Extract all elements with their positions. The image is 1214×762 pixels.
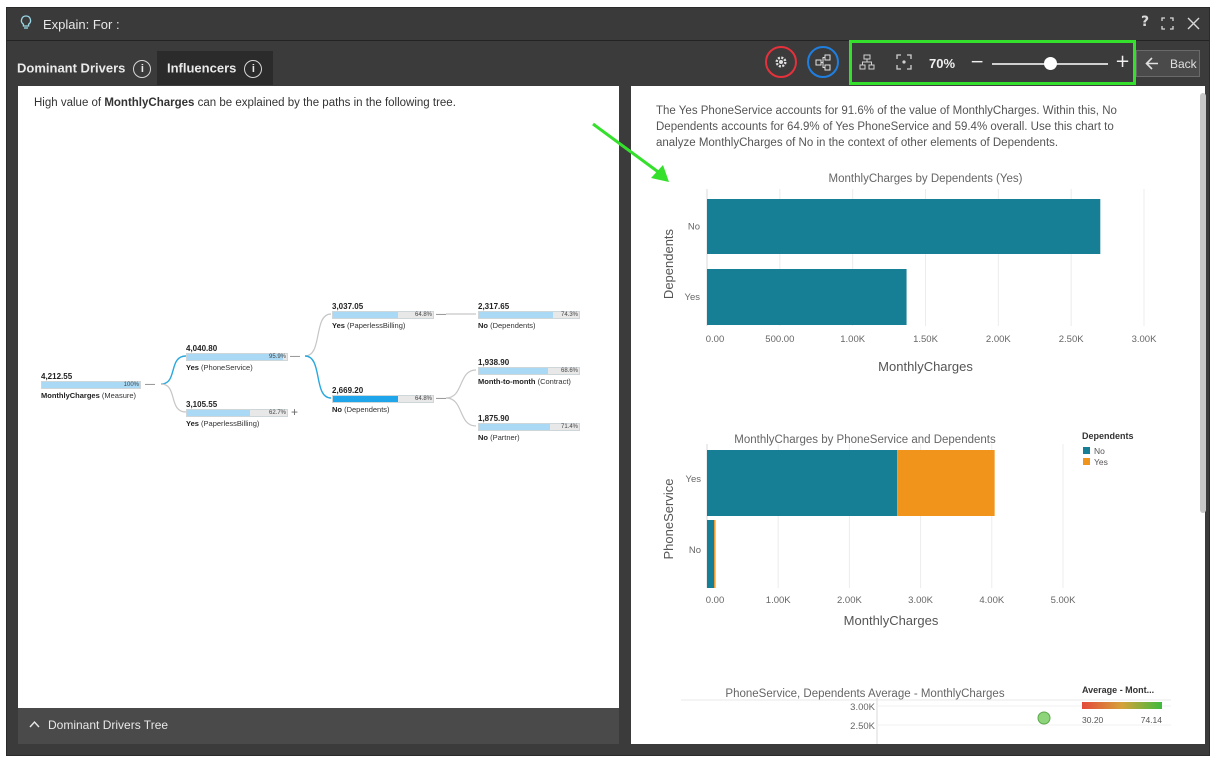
- window-title: Explain: For :: [43, 17, 120, 32]
- legend-max: 74.14: [1141, 715, 1163, 725]
- info-icon[interactable]: i: [133, 60, 152, 78]
- tree-node-contract-month[interactable]: 1,938.90 68.6% Month-to-month (Contract): [478, 358, 580, 386]
- legend-swatch: [1083, 447, 1090, 454]
- bar: [707, 269, 907, 325]
- title-bar: Explain: For : ?: [7, 8, 1209, 41]
- arrow-left-icon: [1145, 57, 1158, 70]
- zoom-out-button[interactable]: −: [970, 52, 985, 72]
- influencer-tree-pane: High value of MonthlyCharges can be expl…: [18, 86, 619, 708]
- x-tick-label: 2.50K: [1059, 334, 1084, 345]
- charts: MonthlyCharges by Dependents (Yes) 0.00 50…: [661, 173, 1171, 744]
- back-label: Back: [1170, 57, 1197, 71]
- x-tick-label: 500.00: [765, 334, 794, 345]
- zoom-toolbar: 70% − +: [849, 40, 1136, 85]
- y-tick-label: 3.00K: [850, 702, 875, 713]
- x-tick-label: 4.00K: [979, 595, 1004, 606]
- chevron-up-icon: [29, 720, 40, 728]
- x-tick-label: 0.00: [706, 595, 725, 606]
- bar-segment: [707, 520, 715, 588]
- x-tick-label: 0.00: [706, 334, 725, 345]
- y-tick-label: Yes: [685, 292, 701, 303]
- x-axis-label: MonthlyCharges: [878, 359, 973, 374]
- tree-node-dependents-no[interactable]: 2,669.20 64.8% No (Dependents) —: [332, 386, 446, 414]
- zoom-level: 70%: [929, 56, 956, 71]
- maximize-icon[interactable]: [1161, 17, 1174, 30]
- scrollbar[interactable]: [1200, 93, 1206, 513]
- bar: [707, 199, 1101, 254]
- x-tick-label: 2.00K: [986, 334, 1011, 345]
- y-tick-label: No: [689, 545, 701, 556]
- bar-segment: [897, 450, 995, 516]
- chart-title: PhoneService, Dependents Average - Month…: [725, 688, 1004, 700]
- help-icon[interactable]: ?: [1141, 14, 1150, 30]
- collapse-icon[interactable]: —: [436, 309, 446, 320]
- x-axis-label: MonthlyCharges: [844, 613, 939, 628]
- x-tick-label: 5.00K: [1051, 595, 1076, 606]
- insight-pane: The Yes PhoneService accounts for 91.6% …: [631, 86, 1205, 744]
- data-point: [1037, 711, 1051, 725]
- tree-node-paperlessbilling-yes[interactable]: 3,105.55 62.7% Yes (PaperlessBilling) +: [186, 400, 299, 428]
- back-button[interactable]: Back: [1136, 50, 1200, 77]
- x-tick-label: 3.00K: [908, 595, 933, 606]
- close-icon[interactable]: [1187, 17, 1200, 30]
- y-tick-label: Yes: [686, 474, 702, 485]
- insight-text: The Yes PhoneService accounts for 91.6% …: [656, 105, 1117, 149]
- legend-label: No: [1094, 446, 1105, 456]
- explain-window: Explain: For : ? Dominant Drivers i Influ…: [6, 7, 1210, 756]
- x-tick-label: 1.50K: [913, 334, 938, 345]
- collapse-icon[interactable]: —: [145, 379, 155, 390]
- x-tick-label: 1.00K: [766, 595, 791, 606]
- hierarchy-icon[interactable]: [859, 54, 875, 70]
- legend-title: Average - Mont...: [1082, 685, 1154, 695]
- tree-node-root[interactable]: 4,212.55 100% MonthlyCharges (Measure) —: [41, 372, 155, 400]
- annotation-arrow: [592, 122, 669, 182]
- legend-title: Dependents: [1082, 431, 1134, 441]
- collapse-icon[interactable]: —: [290, 351, 300, 362]
- tree-node-phoneservice-yes[interactable]: 4,040.80 95.9% Yes (PhoneService) —: [186, 344, 300, 372]
- tab-label: Influencers: [167, 60, 237, 76]
- footer-label: Dominant Drivers Tree: [48, 718, 169, 732]
- legend-min: 30.20: [1082, 715, 1104, 725]
- info-icon[interactable]: i: [244, 60, 263, 78]
- expand-icon[interactable]: +: [291, 405, 299, 419]
- tab-label: Dominant Drivers: [17, 60, 126, 76]
- x-tick-label: 3.00K: [1132, 334, 1157, 345]
- tree-icon: [815, 54, 831, 71]
- legend-gradient: [1082, 702, 1162, 709]
- zoom-slider[interactable]: [992, 57, 1108, 70]
- tree-node-dependents-no-leaf[interactable]: 2,317.65 74.3% No (Dependents): [478, 302, 580, 330]
- gear-icon: [775, 56, 787, 68]
- tab-dominant-drivers[interactable]: Dominant Drivers i: [7, 51, 155, 85]
- lightbulb-icon: [20, 15, 32, 29]
- y-tick-label: 2.50K: [850, 721, 875, 732]
- y-axis-label: PhoneService: [661, 479, 676, 560]
- zoom-slider-handle[interactable]: [1044, 57, 1057, 70]
- dominant-drivers-tree-bar[interactable]: Dominant Drivers Tree: [18, 708, 619, 744]
- legend-swatch: [1083, 458, 1090, 465]
- tree-node-paperlessbilling-yes-2[interactable]: 3,037.05 64.8% Yes (PaperlessBilling) —: [332, 302, 446, 330]
- y-axis-label: Dependents: [661, 228, 676, 299]
- chart-title: MonthlyCharges by Dependents (Yes): [829, 173, 1023, 185]
- bar-segment: [714, 520, 716, 588]
- bar-segment: [707, 450, 898, 516]
- tab-influencers[interactable]: Influencers i: [157, 51, 273, 85]
- y-tick-label: No: [688, 222, 700, 233]
- tree-caption: High value of MonthlyCharges can be expl…: [34, 97, 456, 109]
- fit-screen-icon[interactable]: [896, 54, 912, 70]
- zoom-in-button[interactable]: +: [1115, 51, 1131, 72]
- collapse-icon[interactable]: —: [436, 393, 446, 404]
- x-tick-label: 2.00K: [837, 595, 862, 606]
- tree-connectors: [160, 313, 477, 427]
- x-tick-label: 1.00K: [840, 334, 865, 345]
- chart-title: MonthlyCharges by PhoneService and Depen…: [734, 434, 996, 446]
- legend-label: Yes: [1094, 457, 1108, 467]
- settings-button[interactable]: [765, 46, 797, 78]
- tree-node-partner-no[interactable]: 1,875.90 71.4% No (Partner): [478, 414, 580, 442]
- tree-view-button[interactable]: [807, 46, 839, 78]
